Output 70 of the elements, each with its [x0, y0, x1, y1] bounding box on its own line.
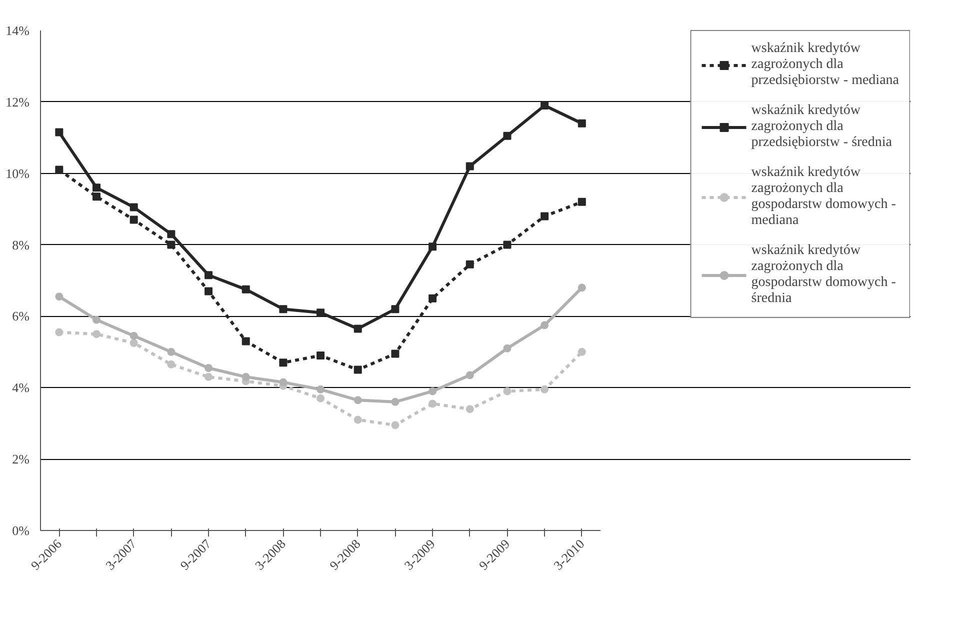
point	[354, 416, 362, 424]
point	[167, 360, 176, 368]
point	[503, 344, 512, 352]
point	[55, 128, 64, 136]
point	[167, 348, 176, 356]
point	[92, 316, 101, 324]
point	[316, 385, 325, 394]
point	[391, 398, 400, 406]
point	[204, 271, 213, 280]
point	[204, 287, 213, 296]
point	[92, 192, 101, 201]
point	[391, 305, 400, 314]
y-tick-label: 6%	[12, 308, 30, 324]
point	[279, 305, 288, 314]
point	[167, 240, 176, 249]
point	[578, 348, 586, 356]
point	[167, 230, 176, 238]
point	[466, 371, 474, 380]
point	[540, 102, 549, 110]
point	[130, 332, 138, 340]
point	[354, 324, 362, 333]
point	[391, 421, 400, 430]
point	[130, 339, 138, 347]
point	[204, 364, 213, 372]
point	[354, 366, 362, 374]
point	[503, 240, 512, 249]
point	[55, 292, 64, 301]
point	[466, 260, 474, 268]
point	[354, 396, 362, 404]
point	[316, 394, 325, 402]
legend-label: wskaźnik kredytów zagrożonych dla gospodarstw domowych - średnia	[751, 243, 896, 307]
point	[130, 203, 138, 212]
point	[540, 321, 549, 330]
point	[316, 352, 325, 360]
point	[578, 284, 586, 292]
y-tick-label: 2%	[12, 452, 30, 467]
y-tick-label: 8%	[12, 237, 30, 252]
y-tick-label: 10%	[6, 166, 30, 181]
legend-label: wskaźnik kredytów zagrożonych dla przedsiębiorstw - średnia	[751, 103, 892, 151]
point	[428, 294, 437, 302]
point	[242, 372, 250, 381]
point	[92, 184, 101, 192]
point	[466, 405, 474, 414]
legend-label: wskaźnik kredytów zagrożonych dla gospodarstw domowych - mediana	[751, 165, 896, 229]
point	[242, 285, 250, 294]
y-tick-label: 4%	[12, 380, 30, 396]
point	[204, 372, 213, 381]
point	[503, 132, 512, 140]
point	[55, 166, 64, 174]
point	[540, 385, 549, 394]
point	[428, 242, 437, 251]
point	[130, 216, 138, 224]
point	[578, 119, 586, 128]
point	[540, 212, 549, 220]
point	[92, 330, 101, 338]
point	[391, 350, 400, 358]
y-tick-label: 14%	[6, 23, 30, 38]
point	[242, 337, 250, 346]
point	[279, 378, 288, 386]
y-tick-label: 0%	[12, 523, 30, 538]
point	[466, 162, 474, 170]
legend-label: wskaźnik kredytów zagrożonych dla przedsiębiorstw - mediana	[751, 41, 899, 89]
point	[578, 198, 586, 206]
point	[428, 387, 437, 396]
point	[55, 328, 64, 336]
point	[503, 387, 512, 396]
point	[279, 358, 288, 367]
point	[428, 400, 437, 408]
point	[316, 308, 325, 317]
y-tick-label: 12%	[6, 94, 30, 110]
